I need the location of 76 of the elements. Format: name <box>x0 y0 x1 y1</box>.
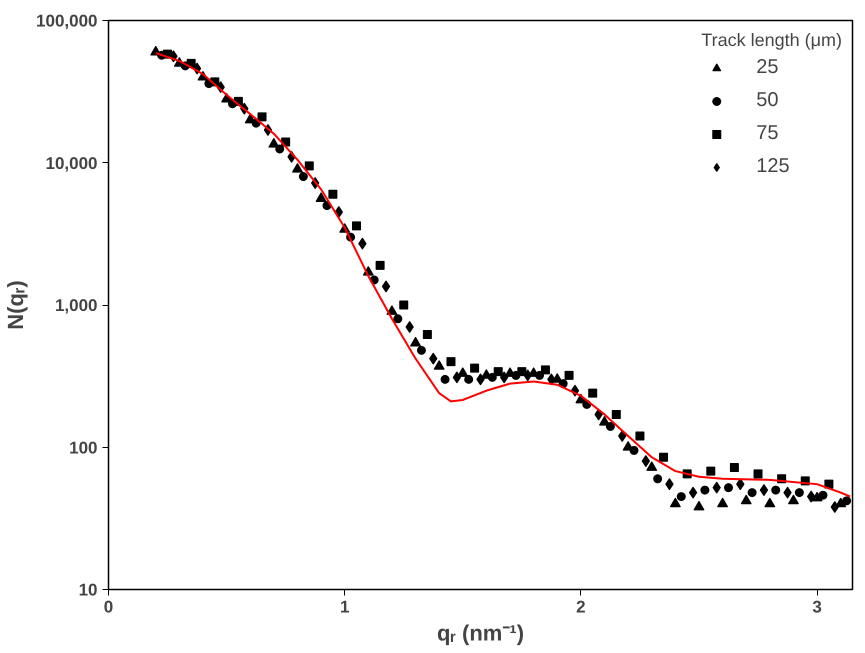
point <box>382 280 390 292</box>
point <box>434 360 445 370</box>
point <box>630 446 639 455</box>
point <box>292 162 303 173</box>
point <box>446 357 456 366</box>
point <box>659 452 668 462</box>
legend-label: 125 <box>756 155 790 178</box>
point <box>635 431 644 440</box>
point <box>740 494 752 504</box>
y-axis-title: N(qᵣ) <box>3 280 28 330</box>
point <box>488 372 497 382</box>
x-tick-label: 1 <box>340 598 350 616</box>
x-axis-title: qᵣ (nm⁻¹) <box>436 620 524 646</box>
point <box>788 494 799 504</box>
point <box>298 172 308 182</box>
point <box>304 161 314 170</box>
legend-label: 75 <box>756 122 779 145</box>
legend-label: 50 <box>756 89 779 112</box>
point <box>376 260 385 270</box>
point <box>494 367 503 376</box>
point <box>688 486 698 499</box>
point <box>476 373 485 386</box>
point <box>416 346 426 355</box>
point <box>670 498 681 508</box>
point <box>794 488 804 498</box>
point <box>717 498 728 508</box>
point <box>665 478 674 490</box>
point <box>452 371 462 384</box>
point <box>783 486 792 499</box>
point <box>754 469 763 478</box>
point <box>393 314 402 324</box>
x-tick-label: 2 <box>576 598 586 616</box>
point <box>464 374 474 384</box>
point <box>748 488 757 498</box>
point <box>771 486 780 495</box>
point <box>410 336 422 346</box>
point <box>760 484 768 496</box>
point <box>405 321 414 334</box>
y-tick-label: 100 <box>69 438 98 458</box>
point <box>422 330 432 340</box>
point <box>258 112 267 122</box>
point <box>517 367 526 376</box>
point <box>818 490 828 500</box>
point <box>842 496 852 506</box>
legend-label: 25 <box>756 56 779 79</box>
point <box>700 486 710 495</box>
point <box>547 373 556 386</box>
point <box>724 483 733 492</box>
point <box>764 498 776 508</box>
point <box>646 461 658 471</box>
point <box>399 300 408 310</box>
point <box>706 466 716 476</box>
point <box>328 190 338 199</box>
y-tick-label: 1,000 <box>54 296 98 315</box>
point <box>693 500 704 510</box>
point <box>588 388 598 398</box>
point <box>612 410 621 419</box>
point <box>500 371 508 384</box>
point <box>564 370 574 380</box>
point <box>440 374 450 384</box>
x-tick-label: 3 <box>812 598 822 616</box>
point <box>606 422 615 431</box>
point <box>316 192 327 202</box>
point <box>730 463 739 472</box>
legend-title: Track length (μm) <box>701 30 842 51</box>
y-tick-label: 10 <box>78 580 98 600</box>
point <box>470 364 480 373</box>
point <box>540 365 550 374</box>
y-tick-label: 100,000 <box>36 12 98 30</box>
point <box>275 144 284 154</box>
point <box>653 474 662 484</box>
x-tick-label: 0 <box>104 598 114 616</box>
point <box>676 492 686 502</box>
point <box>352 221 361 230</box>
point <box>358 238 367 250</box>
y-tick-label: 10,000 <box>46 154 98 173</box>
